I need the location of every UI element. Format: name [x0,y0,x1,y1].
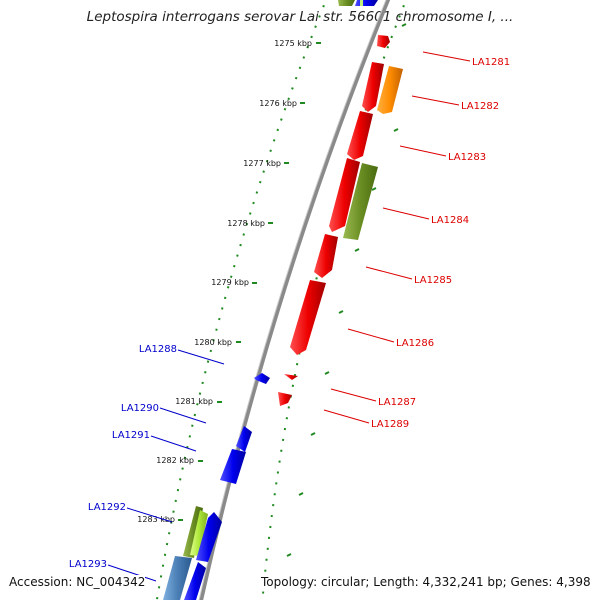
gene-LA1291[interactable] [220,449,246,484]
gene-label-LA1283: LA1283 [448,152,486,163]
gene-LA1290[interactable] [236,426,252,452]
gene-label-LA1289: LA1289 [371,419,409,430]
gene-LA1282[interactable] [362,62,384,112]
kbp-ticks [178,42,321,521]
kbp-label: 1281 kbp [175,397,213,406]
chromosome-backbone-highlight [198,0,387,600]
kbp-label: 1277 kbp [243,159,281,168]
kbp-label: 1279 kbp [211,278,249,287]
right-gene-labels: LA1281 LA1282 LA1283 LA1284 LA1285 LA128… [371,57,510,430]
gene-LA1286[interactable] [290,280,326,355]
gene-label-LA1293: LA1293 [69,559,107,570]
gene-label-LA1284: LA1284 [431,215,469,226]
gene-label-LA1288: LA1288 [139,344,177,355]
left-gene-labels: LA1288 LA1290 LA1291 LA1292 LA1293 [69,344,177,570]
chromosome-backbone [199,0,391,600]
left-leaders [107,349,225,582]
kbp-label: 1283 kbp [137,515,175,524]
kbp-label: 1275 kbp [274,39,312,48]
ruler-outer-dots [155,0,328,600]
kbp-label: 1276 kbp [259,99,297,108]
gene-feature-olive-top[interactable] [338,0,355,6]
kbp-label: 1278 kbp [227,219,265,228]
inner-ticks [286,23,407,557]
gene-LA1283[interactable] [347,111,373,160]
gene-LA1284a[interactable] [329,158,360,232]
topology-text: Topology: circular; Length: 4,332,241 bp… [261,575,591,589]
gene-LA1288[interactable] [254,373,270,384]
gene-LA1293-steel[interactable] [163,556,192,600]
gene-label-LA1290: LA1290 [121,403,159,414]
map-title: Leptospira interrogans serovar Lai str. … [86,9,514,25]
gene-label-LA1292: LA1292 [88,502,126,513]
gene-feature-lime-top [360,0,363,6]
gene-feature-blue-top[interactable] [355,0,378,6]
gene-label-LA1291: LA1291 [112,430,150,441]
accession-text: Accession: NC_004342 [9,575,146,589]
gene-LA1292-blue[interactable] [196,512,222,562]
kbp-labels: 1275 kbp 1276 kbp 1277 kbp 1278 kbp 1279… [137,39,312,524]
kbp-label: 1282 kbp [156,456,194,465]
gene-LA1282b[interactable] [377,66,403,114]
gene-label-LA1281: LA1281 [472,57,510,68]
gene-label-LA1285: LA1285 [414,275,452,286]
kbp-label: 1280 kbp [194,338,232,347]
gene-LA1281[interactable] [377,35,390,48]
gene-LA1284b[interactable] [343,163,378,240]
gene-LA1293-blue[interactable] [184,562,206,600]
gene-LA1285[interactable] [314,234,338,278]
gene-LA1289[interactable] [278,392,292,406]
gene-label-LA1287: LA1287 [378,397,416,408]
gene-LA1287[interactable] [284,374,298,380]
gene-label-LA1282: LA1282 [461,101,499,112]
gene-label-LA1286: LA1286 [396,338,434,349]
right-leaders [323,51,471,424]
gene-LA1292-lime[interactable] [190,510,208,556]
